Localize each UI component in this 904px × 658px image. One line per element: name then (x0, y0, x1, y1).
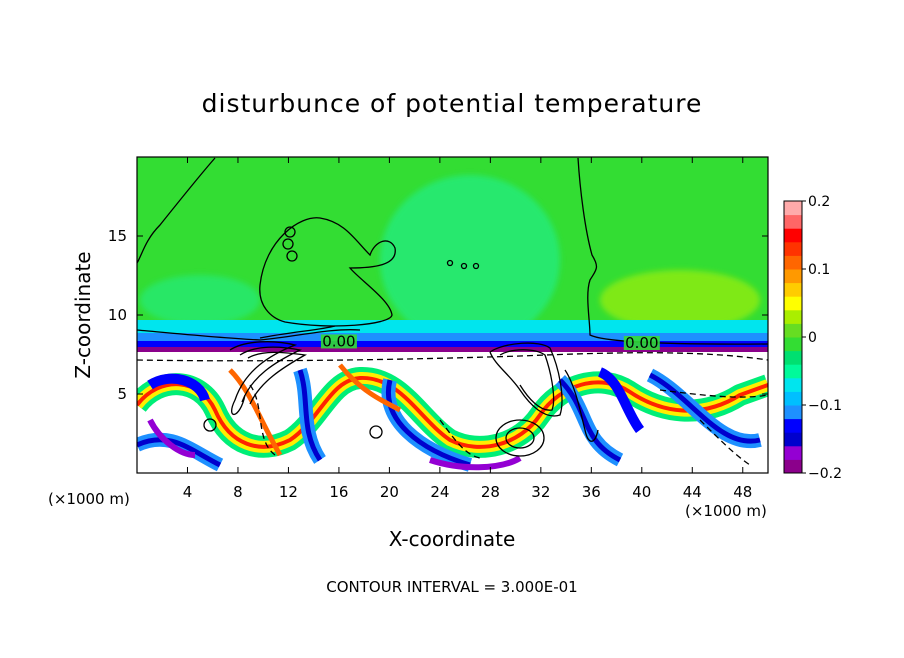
colorbar-swatch-9 (784, 337, 802, 352)
x-tick-label-10: 44 (683, 483, 702, 501)
colorbar-swatch-1 (784, 445, 802, 460)
x-tick-label-9: 40 (632, 483, 651, 501)
contour-ring-6 (472, 262, 480, 270)
contour-label-bg-1 (623, 336, 660, 351)
band-blue (137, 341, 768, 348)
contour-eddy-1 (505, 427, 535, 449)
x-tick-label-4: 20 (380, 483, 399, 501)
colorbar-swatch-17 (784, 228, 802, 243)
contour-lines (136, 157, 769, 466)
convective-plume-1 (229, 325, 336, 416)
contour-interval-note: CONTOUR INTERVAL = 3.000E-01 (326, 578, 577, 596)
colorbar-swatch-2 (784, 432, 802, 447)
plume-2-line-c (564, 369, 599, 442)
colorbar-tick-label-2: 0 (808, 330, 817, 346)
plume-1-line-b (239, 346, 303, 403)
plume-1-line-a (229, 341, 298, 416)
contour-ring-3 (286, 250, 298, 262)
y-tick-label-2: 15 (108, 227, 127, 245)
y-axis-label: Z-coordinate (71, 251, 95, 378)
contour-label-bg-0 (320, 334, 357, 349)
contour-dashed (136, 352, 769, 466)
contour-ring-5 (460, 262, 468, 270)
contour-ring-8 (203, 418, 217, 432)
swirl-band-5 (137, 369, 761, 468)
colorbar-swatch-12 (784, 296, 802, 311)
band-purple (137, 347, 768, 352)
lower-turbulence (137, 363, 768, 472)
x-unit-left: (×1000 m) (48, 490, 130, 508)
colorbar-swatch-0 (784, 459, 802, 474)
colorbar-swatch-8 (784, 350, 802, 365)
colorbar: 0.2 0.1 0 −0.1 −0.2 (783, 194, 842, 482)
upper-anomaly-cyan (380, 175, 560, 345)
colorbar-swatch-14 (784, 269, 802, 284)
contour-closed-loop (259, 217, 396, 327)
convective-plume-2 (489, 342, 599, 442)
colorbar-swatch-18 (784, 214, 802, 229)
x-axis-label: X-coordinate (389, 527, 516, 551)
colorbar-swatch-19 (784, 201, 802, 216)
colorbar-swatch-4 (784, 405, 802, 420)
colorbar-swatch-15 (784, 255, 802, 270)
colorbar-tick-label-4: −0.2 (808, 466, 842, 482)
band-lightblue (137, 333, 768, 343)
plume-1-line-c (247, 351, 307, 405)
x-axis: 4 8 12 16 20 24 28 32 36 40 44 48 (183, 157, 752, 501)
colorbar-swatch-16 (784, 241, 802, 256)
x-tick-label-2: 12 (279, 483, 298, 501)
y-tick-label-1: 10 (108, 306, 127, 324)
plume-2-line-a (489, 342, 563, 417)
contour-ring-4 (446, 259, 454, 267)
colorbar-swatch-6 (784, 377, 802, 392)
x-unit-right: (×1000 m) (685, 502, 767, 520)
upper-anomaly-yellow (600, 270, 760, 330)
contour-ring-7 (369, 425, 383, 439)
swirl-band-7 (147, 418, 522, 471)
colorbar-swatch-10 (784, 323, 802, 338)
plume-1-line-d (259, 325, 336, 339)
swirl-band-6 (147, 367, 645, 433)
colorbar-swatch-5 (784, 391, 802, 406)
plot-field (137, 157, 768, 473)
colorbar-swatch-13 (784, 282, 802, 297)
x-tick-label-3: 16 (329, 483, 348, 501)
colorbar-swatch-11 (784, 309, 802, 324)
x-tick-label-11: 48 (733, 483, 752, 501)
contour-ring-1 (284, 226, 296, 238)
upper-anomaly-cyan-2 (140, 275, 260, 325)
colorbar-swatch-3 (784, 418, 802, 433)
contour-zero-lower (136, 329, 361, 341)
chart-title: disturbunce of potential temperature (202, 89, 703, 118)
colorbar-tick-label-0: 0.2 (808, 194, 830, 210)
x-tick-label-5: 24 (430, 483, 449, 501)
swirl-band-3 (137, 375, 768, 449)
contour-eddy-2 (495, 419, 545, 457)
contour-label-0: 0.00 (322, 332, 355, 350)
swirl-band-8 (228, 363, 402, 457)
colorbar-tick-label-1: 0.1 (808, 262, 830, 278)
contour-label-1: 0.00 (625, 334, 658, 352)
x-tick-label-8: 36 (582, 483, 601, 501)
colorbar-tick-label-3: −0.1 (808, 398, 842, 414)
y-axis: 5 10 15 (108, 227, 768, 403)
x-tick-label-6: 28 (481, 483, 500, 501)
colorbar-swatch-7 (784, 364, 802, 379)
y-tick-label-0: 5 (117, 385, 127, 403)
x-tick-label-1: 8 (233, 483, 243, 501)
contour-labels: 0.00 0.00 (320, 332, 660, 352)
x-tick-label-0: 4 (183, 483, 193, 501)
plume-2-line-b (499, 349, 555, 411)
contour-ring-2 (282, 238, 294, 250)
x-tick-label-7: 32 (531, 483, 550, 501)
